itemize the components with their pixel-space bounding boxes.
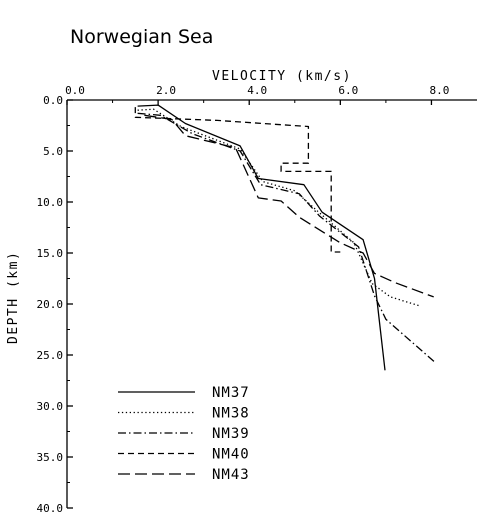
y-tick-label: 40.0 xyxy=(37,502,64,512)
x-tick-label: 6.0 xyxy=(338,84,358,97)
x-tick-label: 8.0 xyxy=(430,84,450,97)
x-tick-label: 4.0 xyxy=(247,84,267,97)
y-tick-label: 0.0 xyxy=(43,94,63,107)
series-line-nm38 xyxy=(137,108,421,307)
y-tick-label: 10.0 xyxy=(37,196,64,209)
y-axis-label: DEPTH (km) xyxy=(6,251,21,344)
x-tick-label: 0.0 xyxy=(65,84,85,97)
legend-label-nm39: NM39 xyxy=(212,426,250,442)
series-line-nm40 xyxy=(134,107,341,253)
series-line-nm39 xyxy=(137,112,437,364)
y-tick-label: 35.0 xyxy=(37,451,64,464)
y-tick-label: 5.0 xyxy=(43,145,63,158)
legend-label-nm40: NM40 xyxy=(212,447,250,463)
series-line-nm43 xyxy=(144,114,434,298)
series-line-nm37 xyxy=(137,104,386,371)
chart-title: Norwegian Sea xyxy=(70,26,213,48)
y-tick-label: 25.0 xyxy=(37,349,64,362)
legend-label-nm43: NM43 xyxy=(212,467,250,483)
x-axis-label: VELOCITY (km/s) xyxy=(212,69,352,84)
y-tick-label: 15.0 xyxy=(37,247,64,260)
x-tick-label: 2.0 xyxy=(156,84,176,97)
y-tick-label: 30.0 xyxy=(37,400,64,413)
legend-label-nm38: NM38 xyxy=(212,406,250,422)
legend-label-nm37: NM37 xyxy=(212,385,250,401)
y-tick-label: 20.0 xyxy=(37,298,64,311)
